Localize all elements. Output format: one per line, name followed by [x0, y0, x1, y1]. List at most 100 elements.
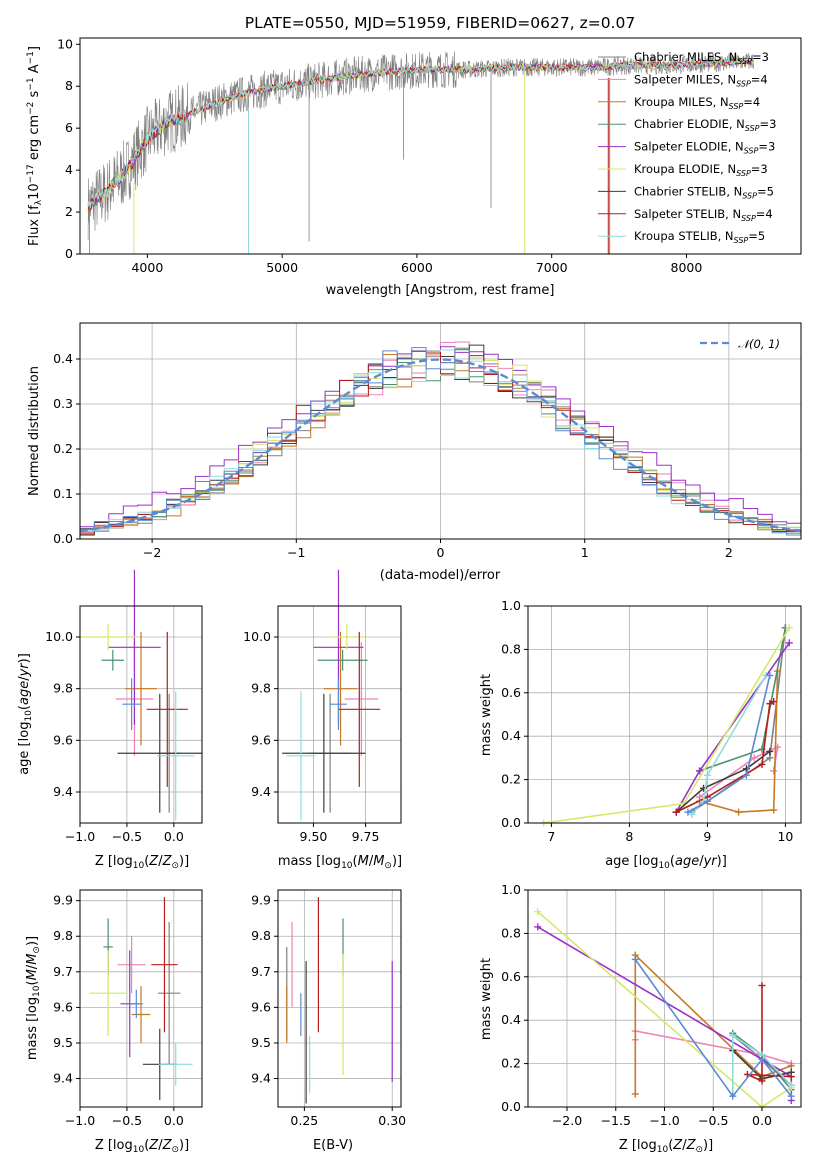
weight-age-xlabel: age [log10(age/yr)] [605, 854, 727, 871]
y-tick-label: 0.6 [501, 969, 521, 984]
x-tick-label: −2 [143, 545, 161, 560]
mass-z-ylabel: mass [log10(M/M⊙)] [25, 936, 42, 1060]
weight-series-line [691, 674, 767, 815]
y-tick-label: 0 [65, 246, 73, 261]
x-tick-label: 8000 [671, 260, 703, 275]
y-tick-label: 1.0 [501, 882, 521, 897]
mass-vs-metallicity-panel: −1.0 −0.5 0.0 9.4 9.5 9.6 9.7 9.8 9.9 [53, 889, 203, 1128]
weight-series-line [634, 958, 792, 1098]
age-z-ylabel: age [log10(age/yr)] [17, 653, 34, 775]
spectrum-axes-frame [79, 37, 802, 255]
x-tick-label: −1.0 [65, 829, 95, 844]
legend-label: Chabrier MILES, NSSP=3 [634, 50, 769, 66]
y-tick-label: 0.4 [53, 351, 73, 366]
y-tick-label: 4 [65, 162, 73, 177]
spectrum-panel: PLATE=0550, MJD=51959, FIBERID=0627, z=0… [26, 14, 802, 298]
y-tick-label: 9.8 [251, 681, 271, 696]
axes-frame [79, 605, 203, 824]
x-tick-label: 10 [777, 829, 793, 844]
y-tick-label: 0.8 [501, 641, 521, 656]
mass-z-xlabel: Z [log10(Z/Z⊙)] [95, 1138, 189, 1155]
age-mass-xlabel: mass [log10(M/M⊙)] [278, 854, 402, 871]
legend-label: Salpeter MILES, NSSP=4 [634, 72, 768, 88]
y-tick-label: 0.8 [501, 925, 521, 940]
y-tick-label: 0.2 [501, 772, 521, 787]
legend-label: Kroupa ELODIE, NSSP=3 [634, 162, 768, 178]
y-tick-label: 9.8 [53, 681, 73, 696]
histogram-series [80, 349, 801, 532]
weight-vs-metallicity-panel: −2.0 −1.5 −1.0 −0.5 0.0 0.0 0.2 0.4 0.6 0.8 1.0 [501, 882, 802, 1128]
x-tick-label: 2 [725, 545, 733, 560]
histogram-series [80, 347, 801, 536]
y-tick-label: 10 [57, 36, 73, 51]
spectrum-plot-area [87, 51, 754, 254]
histogram-legend: 𝒩(0, 1) [700, 337, 780, 351]
axes-frame [277, 889, 402, 1108]
x-tick-label: 8 [625, 829, 633, 844]
y-tick-label: 9.4 [53, 1071, 73, 1086]
y-tick-label: 9.5 [251, 1035, 271, 1050]
axes-frame [277, 605, 402, 824]
weight-series-line [747, 985, 792, 1083]
weight-vs-age-panel: 7 8 9 10 0.0 0.2 0.4 0.6 0.8 1.0 [501, 598, 802, 844]
model-fit-line [87, 57, 754, 209]
x-tick-label: 0 [437, 545, 445, 560]
x-tick-label: 0.0 [164, 1113, 184, 1128]
y-tick-label: 9.7 [53, 964, 73, 979]
y-tick-label: 9.6 [53, 732, 73, 747]
mass-ebv-xlabel: E(B-V) [313, 1138, 353, 1153]
weight-z-ylabel: mass weight [479, 958, 494, 1040]
residual-histogram-panel: −2 −1 0 1 2 0.0 0.1 0.2 0.3 0.4 (data-model)/erro… [27, 322, 802, 583]
x-tick-label: 7 [547, 829, 555, 844]
x-tick-label: −0.5 [112, 1113, 142, 1128]
y-tick-label: 0.1 [53, 486, 73, 501]
y-tick-label: 10.0 [243, 629, 271, 644]
legend-label: Salpeter ELODIE, NSSP=3 [634, 140, 775, 156]
spectrum-xlabel: wavelength [Angstrom, rest frame] [326, 283, 555, 298]
y-tick-label: 9.6 [251, 999, 271, 1014]
histogram-ylabel: Normed distribution [27, 366, 42, 496]
legend-label: Chabrier ELODIE, NSSP=3 [634, 117, 776, 133]
weight-z-xlabel: Z [log10(Z/Z⊙)] [619, 1138, 713, 1155]
legend-label: Chabrier STELIB, NSSP=5 [634, 184, 774, 200]
y-tick-label: 0.2 [53, 441, 73, 456]
mass-vs-ebv-panel: 0.25 0.30 9.4 9.5 9.6 9.7 9.8 9.9 [251, 889, 406, 1128]
y-tick-label: 9.7 [251, 964, 271, 979]
y-tick-label: 0.4 [501, 1012, 521, 1027]
x-tick-label: −1.5 [601, 1113, 631, 1128]
y-tick-label: 1.0 [501, 598, 521, 613]
y-tick-label: 9.8 [53, 928, 73, 943]
x-tick-label: −2.0 [552, 1113, 582, 1128]
weight-series-line [675, 750, 771, 813]
y-tick-label: 0.2 [501, 1056, 521, 1071]
histogram-xlabel: (data-model)/error [380, 568, 501, 583]
x-tick-label: 9.75 [352, 829, 380, 844]
figure-title: PLATE=0550, MJD=51959, FIBERID=0627, z=0… [245, 14, 635, 32]
y-tick-label: 9.8 [251, 928, 271, 943]
x-tick-label: 0.25 [290, 1113, 318, 1128]
histogram-plot-area [79, 341, 802, 536]
weight-series-line [543, 627, 790, 824]
y-tick-label: 9.6 [53, 999, 73, 1014]
x-tick-label: 0.0 [752, 1113, 772, 1128]
normal-legend-label: 𝒩(0, 1) [738, 337, 780, 351]
y-tick-label: 9.4 [251, 784, 271, 799]
normal-curve [79, 358, 802, 533]
y-tick-label: 0.0 [501, 815, 521, 830]
age-vs-mass-panel: 9.50 9.75 9.4 9.6 9.8 10.0 [243, 569, 402, 844]
y-tick-label: 2 [65, 204, 73, 219]
x-tick-label: 0.30 [378, 1113, 406, 1128]
weight-series-line [687, 675, 771, 813]
x-tick-label: −1 [287, 545, 305, 560]
y-tick-label: 9.6 [251, 732, 271, 747]
x-tick-label: 5000 [266, 260, 298, 275]
y-tick-label: 0.4 [501, 728, 521, 743]
x-tick-label: −1.0 [649, 1113, 679, 1128]
y-tick-label: 10.0 [45, 629, 73, 644]
y-tick-label: 0.3 [53, 396, 73, 411]
x-tick-label: 1 [581, 545, 589, 560]
y-tick-label: 9.9 [53, 893, 73, 908]
axes-frame [527, 605, 802, 824]
weight-age-ylabel: mass weight [479, 674, 494, 756]
